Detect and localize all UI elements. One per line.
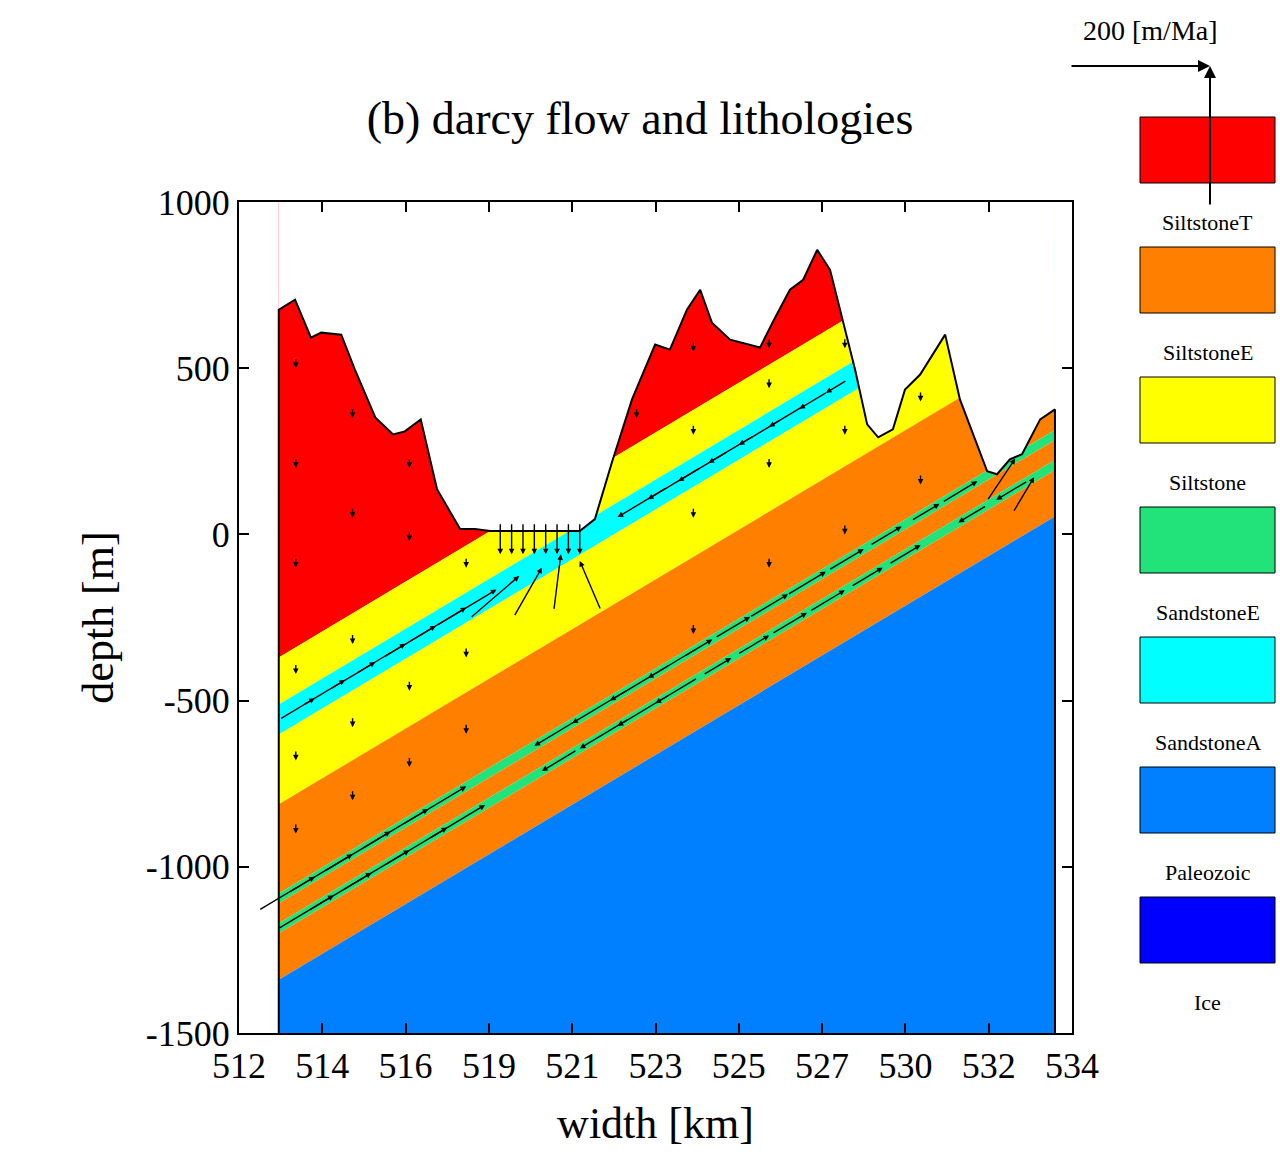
svg-text:(b) darcy flow and lithologies: (b) darcy flow and lithologies: [367, 93, 914, 144]
svg-text:527: 527: [795, 1046, 849, 1086]
svg-text:519: 519: [462, 1046, 516, 1086]
svg-text:Siltstone: Siltstone: [1169, 470, 1246, 495]
svg-text:514: 514: [295, 1046, 349, 1086]
svg-text:width [km]: width [km]: [557, 1099, 754, 1148]
svg-text:525: 525: [712, 1046, 766, 1086]
svg-text:521: 521: [545, 1046, 599, 1086]
svg-text:500: 500: [176, 349, 230, 389]
svg-text:200 [m/Ma]: 200 [m/Ma]: [1083, 15, 1218, 46]
svg-text:SiltstoneE: SiltstoneE: [1163, 340, 1253, 365]
svg-text:Ice: Ice: [1194, 990, 1221, 1015]
svg-text:0: 0: [212, 515, 230, 555]
svg-text:512: 512: [212, 1046, 266, 1086]
svg-text:534: 534: [1045, 1046, 1099, 1086]
svg-text:516: 516: [379, 1046, 433, 1086]
svg-text:SandstoneE: SandstoneE: [1156, 600, 1260, 625]
svg-text:532: 532: [962, 1046, 1016, 1086]
svg-text:Paleozoic: Paleozoic: [1165, 860, 1251, 885]
svg-text:SiltstoneT: SiltstoneT: [1162, 210, 1253, 235]
svg-text:523: 523: [629, 1046, 683, 1086]
svg-text:-1000: -1000: [146, 847, 230, 887]
svg-text:SandstoneA: SandstoneA: [1155, 730, 1261, 755]
svg-text:depth [m]: depth [m]: [74, 531, 123, 703]
svg-text:1000: 1000: [158, 183, 230, 223]
svg-text:-1500: -1500: [146, 1014, 230, 1054]
svg-text:530: 530: [878, 1046, 932, 1086]
svg-text:-500: -500: [164, 681, 230, 721]
